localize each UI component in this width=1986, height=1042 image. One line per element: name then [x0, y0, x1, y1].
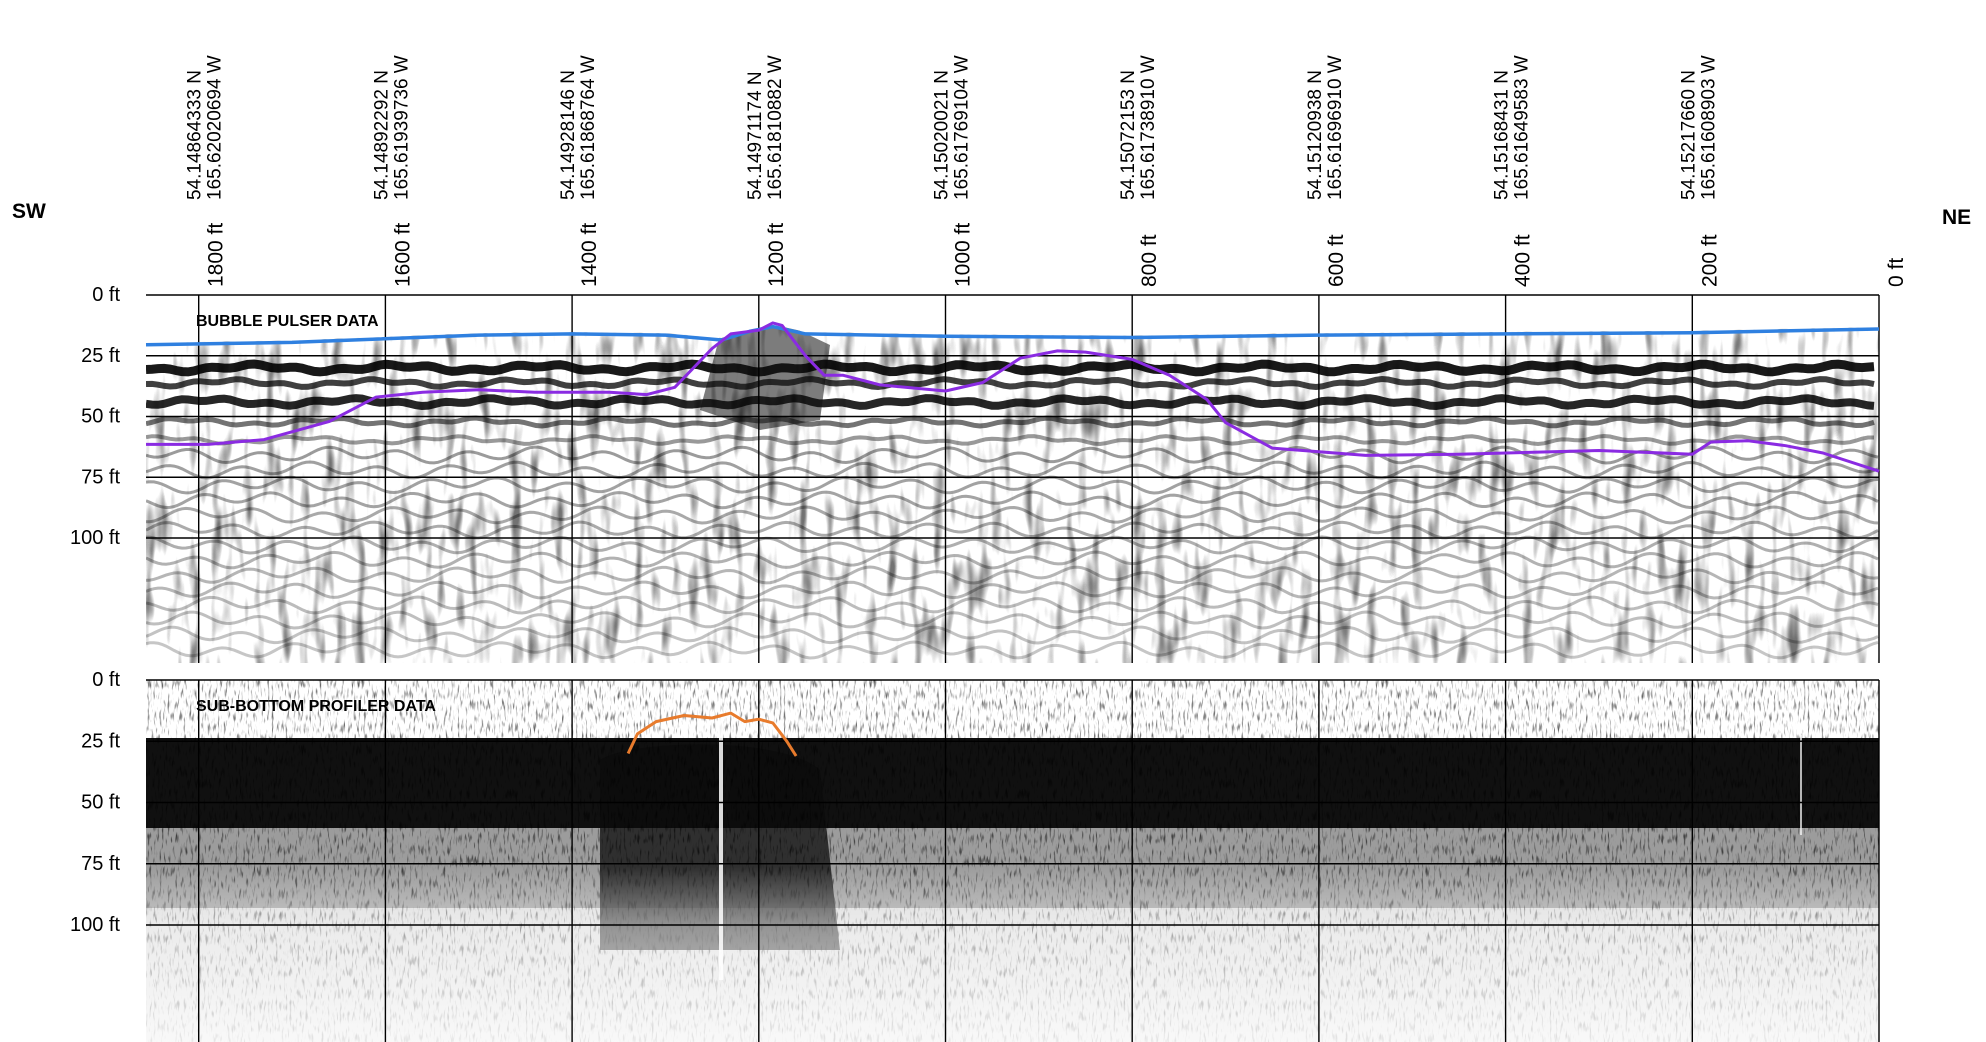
sub-bottom-y-ticks: 0 ft 25 ft 50 ft 75 ft 100 ft [70, 669, 120, 936]
coordinate-label: 54.14892292 N 165.61939736 W [371, 55, 412, 200]
coordinate-lon: 165.61810882 W [765, 55, 786, 200]
coordinate-label: 54.15217660 N 165.61608903 W [1678, 55, 1719, 200]
coordinate-lon: 165.61608903 W [1698, 55, 1719, 200]
coordinate-lat: 54.15020021 N [932, 70, 953, 200]
sub-bottom-series-line-0 [626, 711, 798, 757]
bubble-pulser-series-line-1 [146, 321, 1880, 473]
coordinate-lat: 54.14971174 N [745, 71, 766, 200]
sub-bottom-grid [146, 679, 1880, 1042]
coordinate-lat: 54.15120938 N [1305, 70, 1326, 200]
coordinate-lon: 165.61738910 W [1138, 55, 1159, 200]
coordinate-lon: 165.61696910 W [1325, 55, 1346, 200]
coordinate-lat: 54.15072153 N [1118, 70, 1139, 200]
bubble-pulser-y-ticks: 0 ft 25 ft 50 ft 75 ft 100 ft [70, 284, 120, 549]
x-tick-labels: 1800 ft 1600 ft 1400 ft 1200 ft 1000 ft 800 f… [205, 223, 1908, 287]
coordinate-lat: 54.14928146 N [558, 70, 579, 200]
coordinate-lat: 54.14892292 N [371, 70, 392, 200]
bubble-pulser-series-line-0 [145, 324, 1880, 347]
bubble-pulser-y-tick-label: 50 ft [81, 406, 120, 428]
x-tick-label: 1200 ft [765, 223, 788, 287]
bubble-pulser-panel: 0 ft 25 ft 50 ft 75 ft 100 ft BUBBLE PULSER … [70, 284, 1880, 663]
sub-bottom-y-tick-label: 0 ft [92, 669, 120, 691]
bubble-pulser-image [146, 295, 1879, 663]
sw-label: SW [12, 200, 46, 223]
ne-label: NE [1942, 206, 1971, 229]
x-tick-label: 1600 ft [391, 223, 414, 287]
coordinate-label: 54.14971174 N 165.61810882 W [745, 55, 786, 200]
sub-bottom-series [626, 711, 798, 757]
x-tick-label: 1800 ft [205, 223, 228, 287]
x-tick-label: 800 ft [1138, 234, 1161, 287]
coordinate-lat: 54.14864333 N [185, 70, 206, 200]
x-tick-label: 200 ft [1698, 234, 1721, 287]
x-tick-label: 1000 ft [952, 223, 975, 287]
sub-bottom-image [146, 680, 1879, 1042]
bubble-pulser-y-tick-label: 100 ft [70, 527, 120, 549]
bubble-pulser-grid [146, 294, 1880, 663]
coordinate-lat: 54.15168431 N [1492, 70, 1513, 200]
bubble-pulser-y-tick-label: 75 ft [81, 466, 120, 488]
bubble-pulser-y-tick-label: 25 ft [81, 345, 120, 367]
bubble-pulser-title: BUBBLE PULSER DATA [196, 313, 379, 330]
coordinate-labels: 54.14864333 N 165.62020694 W 54.14892292 N… [185, 55, 1720, 200]
coordinate-lat: 54.15217660 N [1678, 70, 1699, 200]
x-tick-label: 400 ft [1512, 234, 1535, 287]
coordinate-lon: 165.61868764 W [578, 55, 599, 200]
bubble-pulser-y-tick-label: 0 ft [92, 284, 120, 306]
coordinate-lon: 165.61939736 W [391, 55, 412, 200]
coordinate-label: 54.14928146 N 165.61868764 W [558, 55, 599, 200]
coordinate-label: 54.14864333 N 165.62020694 W [185, 55, 226, 200]
coordinate-label: 54.15020021 N 165.61769104 W [932, 55, 973, 200]
sub-bottom-y-tick-label: 75 ft [81, 853, 120, 875]
bubble-pulser-series [145, 321, 1880, 473]
sub-bottom-y-tick-label: 25 ft [81, 730, 120, 752]
coordinate-lon: 165.62020694 W [205, 55, 226, 200]
coordinate-label: 54.15120938 N 165.61696910 W [1305, 55, 1346, 200]
coordinate-label: 54.15072153 N 165.61738910 W [1118, 55, 1159, 200]
sub-bottom-panel: 0 ft 25 ft 50 ft 75 ft 100 ft SUB-BOTTOM PRO… [70, 669, 1880, 1042]
x-tick-label: 1400 ft [578, 223, 601, 287]
coordinate-lon: 165.61649583 W [1512, 55, 1533, 200]
sub-bottom-y-tick-label: 100 ft [70, 914, 120, 936]
coordinate-lon: 165.61769104 W [952, 55, 973, 200]
x-tick-label: 600 ft [1325, 234, 1348, 287]
coordinate-label: 54.15168431 N 165.61649583 W [1492, 55, 1533, 200]
x-tick-label: 0 ft [1885, 258, 1908, 287]
sub-bottom-title: SUB-BOTTOM PROFILER DATA [196, 698, 436, 715]
sub-bottom-y-tick-label: 50 ft [81, 792, 120, 814]
